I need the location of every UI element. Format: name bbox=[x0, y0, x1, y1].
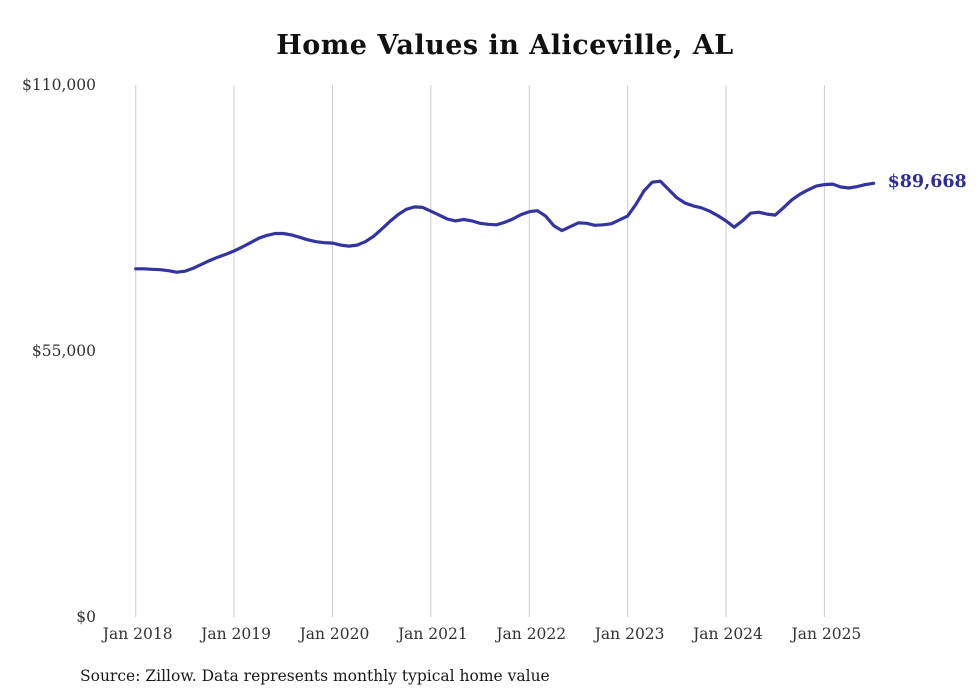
home-value-line-series bbox=[134, 179, 876, 274]
source-note: Source: Zillow. Data represents monthly … bbox=[80, 667, 550, 685]
x-axis-tick-label: Jan 2025 bbox=[791, 625, 862, 643]
x-axis-tick-label: Jan 2020 bbox=[299, 625, 370, 643]
x-axis-tick-label: Jan 2023 bbox=[594, 625, 665, 643]
x-axis-tick-label: Jan 2018 bbox=[102, 625, 173, 643]
chart-title: Home Values in Aliceville, AL bbox=[276, 30, 734, 61]
x-axis-tick-label: Jan 2024 bbox=[693, 625, 763, 643]
x-axis-tick-label: Jan 2021 bbox=[397, 625, 468, 643]
x-axis-tick-label: Jan 2022 bbox=[496, 625, 567, 643]
y-axis-tick-label: $55,000 bbox=[31, 342, 96, 360]
x-axis-tick-label: Jan 2019 bbox=[201, 625, 271, 643]
vertical-gridlines bbox=[135, 85, 825, 617]
y-axis-tick-label: $0 bbox=[76, 608, 96, 626]
y-axis-tick-label: $110,000 bbox=[22, 76, 96, 94]
latest-value-label: $89,668 bbox=[887, 172, 967, 193]
